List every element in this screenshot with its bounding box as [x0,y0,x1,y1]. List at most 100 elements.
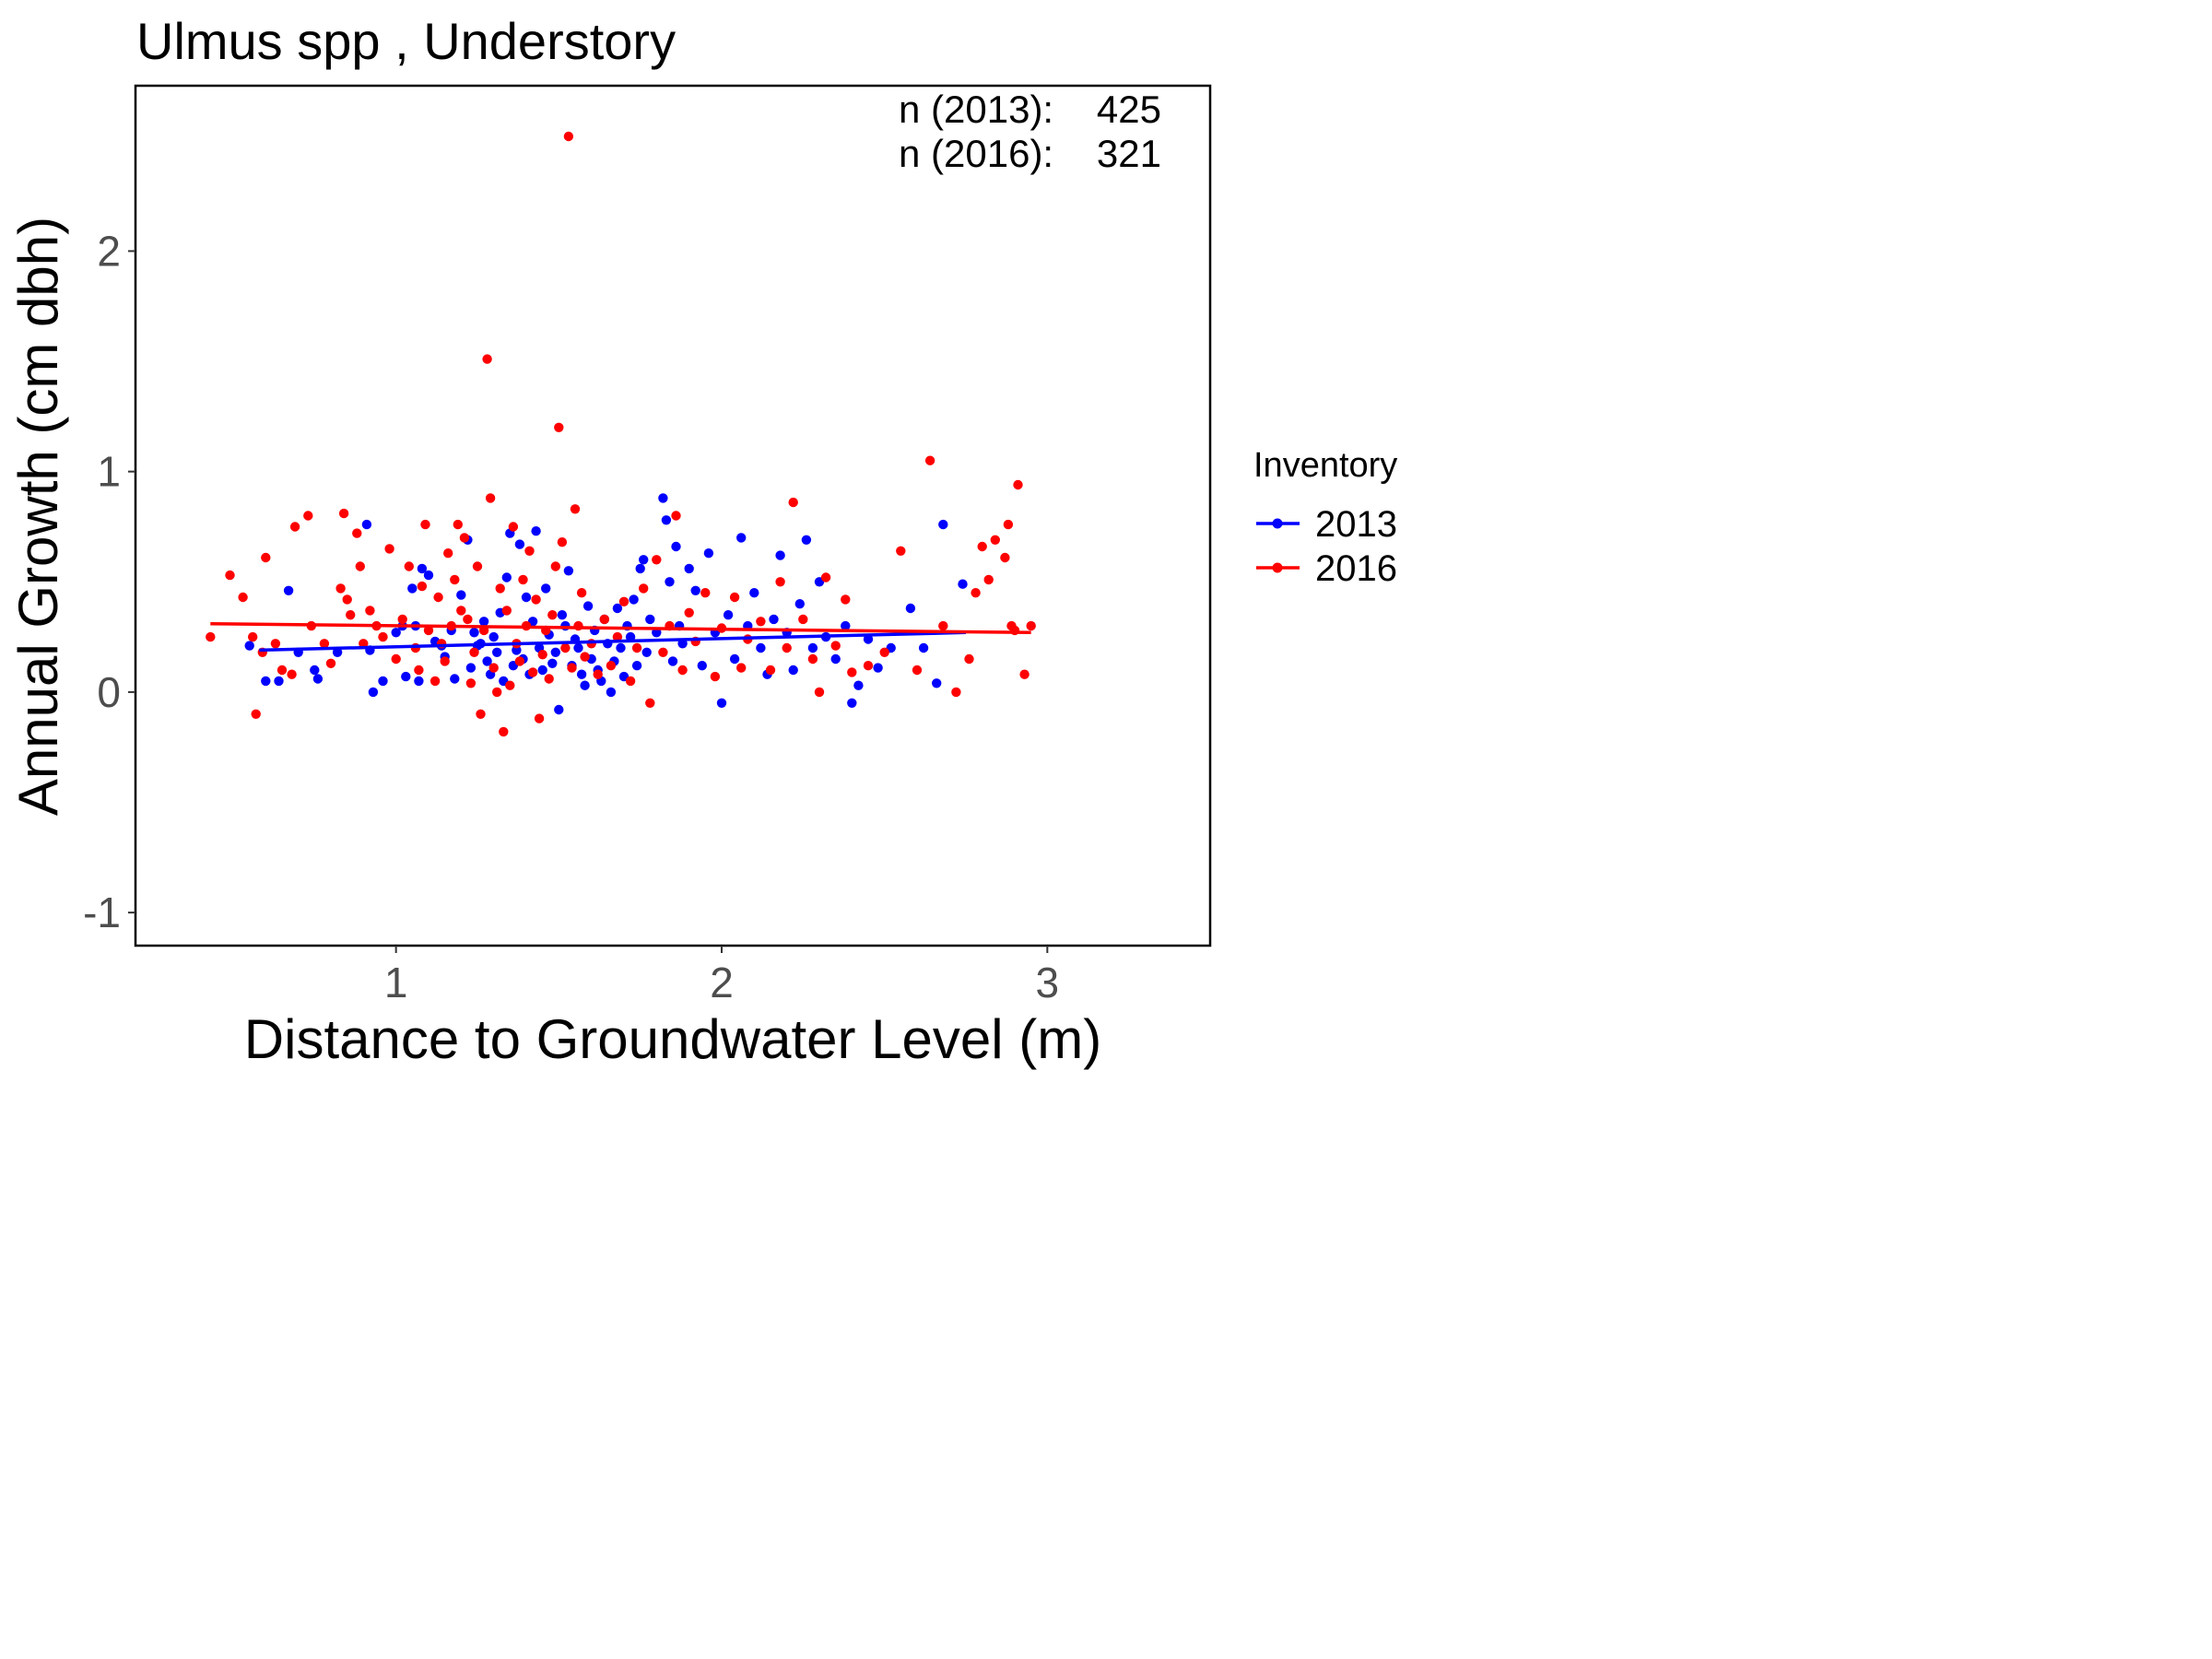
legend-label-2013: 2013 [1315,504,1397,545]
point-2016-133 [1019,669,1030,679]
point-2016-98 [700,588,711,598]
point-2016-72 [554,422,564,432]
point-2016-76 [567,663,577,673]
point-2016-47 [472,561,483,571]
point-2016-50 [482,354,492,364]
point-2013-62 [580,680,590,690]
point-2016-91 [652,555,662,565]
point-2016-3 [248,631,258,642]
point-2016-11 [303,511,313,521]
point-2016-126 [983,574,994,585]
point-2016-79 [576,588,587,598]
point-2016-35 [433,592,443,603]
point-2013-57 [563,566,574,576]
point-2016-64 [527,667,538,677]
point-2016-108 [788,497,798,508]
y-tick-label-1: 0 [97,668,121,716]
point-2016-66 [534,713,545,724]
point-2013-49 [537,665,547,676]
y-axis-title: Annual Growth (cm dbh) [7,217,69,816]
point-2013-10 [368,687,379,698]
point-2013-77 [629,594,639,605]
point-2016-24 [378,631,388,642]
point-2016-69 [544,674,554,684]
point-2016-122 [951,687,961,698]
point-2013-35 [492,647,502,657]
point-2016-31 [417,581,428,592]
point-2016-102 [736,663,747,673]
point-2016-6 [261,552,271,563]
point-2013-108 [794,599,805,609]
point-2016-104 [756,617,766,627]
point-2013-81 [641,647,652,657]
point-2013-104 [769,614,779,625]
point-2016-123 [964,653,974,665]
point-2016-1 [225,570,235,581]
point-2013-2 [274,676,284,687]
point-2016-84 [606,661,617,671]
point-2016-20 [355,561,365,571]
point-2016-41 [453,519,463,530]
point-2013-7 [332,647,343,657]
trend-line-2013 [259,630,967,653]
point-2016-55 [499,726,509,737]
point-2013-18 [417,563,428,574]
point-2016-125 [977,541,987,552]
point-2013-78 [631,661,642,671]
point-2013-24 [450,674,460,684]
point-2013-92 [690,585,700,595]
point-2013-101 [749,588,759,598]
point-2016-14 [325,658,336,668]
annotation-label-1: n (2016): [899,132,1053,175]
point-2013-60 [573,642,583,653]
point-2016-77 [570,504,581,514]
point-2016-10 [289,522,300,532]
point-2016-46 [469,647,479,657]
point-2013-88 [671,541,681,552]
point-2013-120 [905,603,916,614]
point-2016-22 [365,606,375,616]
point-2013-3 [283,585,294,595]
point-2016-129 [1003,519,1014,530]
point-2016-75 [563,131,574,142]
point-2016-116 [863,661,874,671]
point-2016-82 [593,669,603,679]
point-2016-60 [514,656,525,666]
point-2013-63 [582,601,594,611]
point-2016-92 [658,647,668,657]
point-2013-121 [918,642,929,653]
annotation-value-1: 321 [1097,132,1161,175]
y-tick-label-3: 2 [97,227,121,275]
point-2016-7 [270,639,281,649]
point-2013-82 [645,614,655,625]
point-2016-99 [710,671,721,682]
x-tick-label-1: 2 [710,959,734,1006]
point-2016-128 [1000,552,1010,563]
point-2016-2 [238,592,248,603]
point-2016-95 [677,665,688,676]
point-2016-33 [423,625,434,636]
point-2016-61 [518,574,528,585]
point-2013-25 [456,590,466,600]
sample-size-annotations: n (2013): 425 n (2016): 321 [899,88,1161,175]
point-2016-85 [612,631,623,642]
point-2016-88 [631,642,642,653]
point-2016-94 [671,511,681,521]
point-2016-54 [495,583,505,594]
point-2013-55 [557,610,568,620]
y-tick-label-0: -1 [83,888,121,936]
point-2016-124 [971,588,981,598]
x-tick-label-2: 3 [1036,959,1060,1006]
point-2016-115 [847,667,857,677]
point-2013-99 [736,533,747,543]
point-2013-42 [514,539,525,549]
point-2016-106 [775,577,785,587]
point-2013-70 [606,687,617,698]
point-2016-67 [537,650,547,660]
point-2016-18 [346,610,356,620]
point-2016-52 [488,663,499,673]
trend-layer [210,621,1031,653]
points-layer [206,131,1036,737]
legend-title: Inventory [1253,446,1397,485]
point-2013-107 [788,665,798,676]
